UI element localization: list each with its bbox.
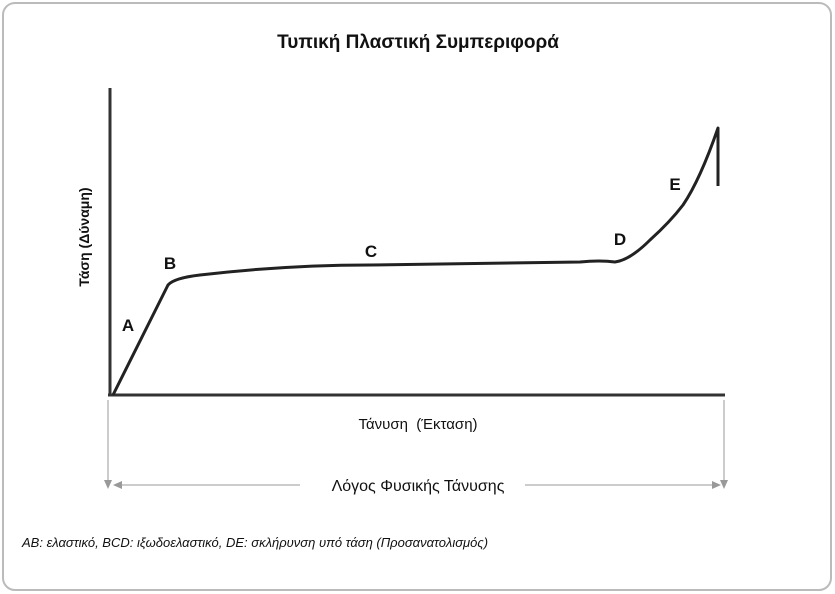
point-label: B (164, 254, 176, 273)
ratio-label: Λόγος Φυσικής Τάνυσης (332, 478, 505, 495)
stress-strain-curve (111, 126, 720, 396)
point-label: C (365, 242, 377, 261)
x-axis-label: Τάνυση (Έκταση) (358, 416, 477, 433)
y-axis-label: Τάση (Δύναμη) (76, 187, 92, 286)
point-label: A (122, 316, 134, 335)
point-label: D (614, 230, 626, 249)
title: Τυπική Πλαστική Συμπεριφορά (277, 32, 559, 53)
point-label: E (669, 175, 680, 194)
caption: AB: ελαστικό, BCD: ιξωδοελαστικό, DE: σκ… (21, 535, 488, 550)
